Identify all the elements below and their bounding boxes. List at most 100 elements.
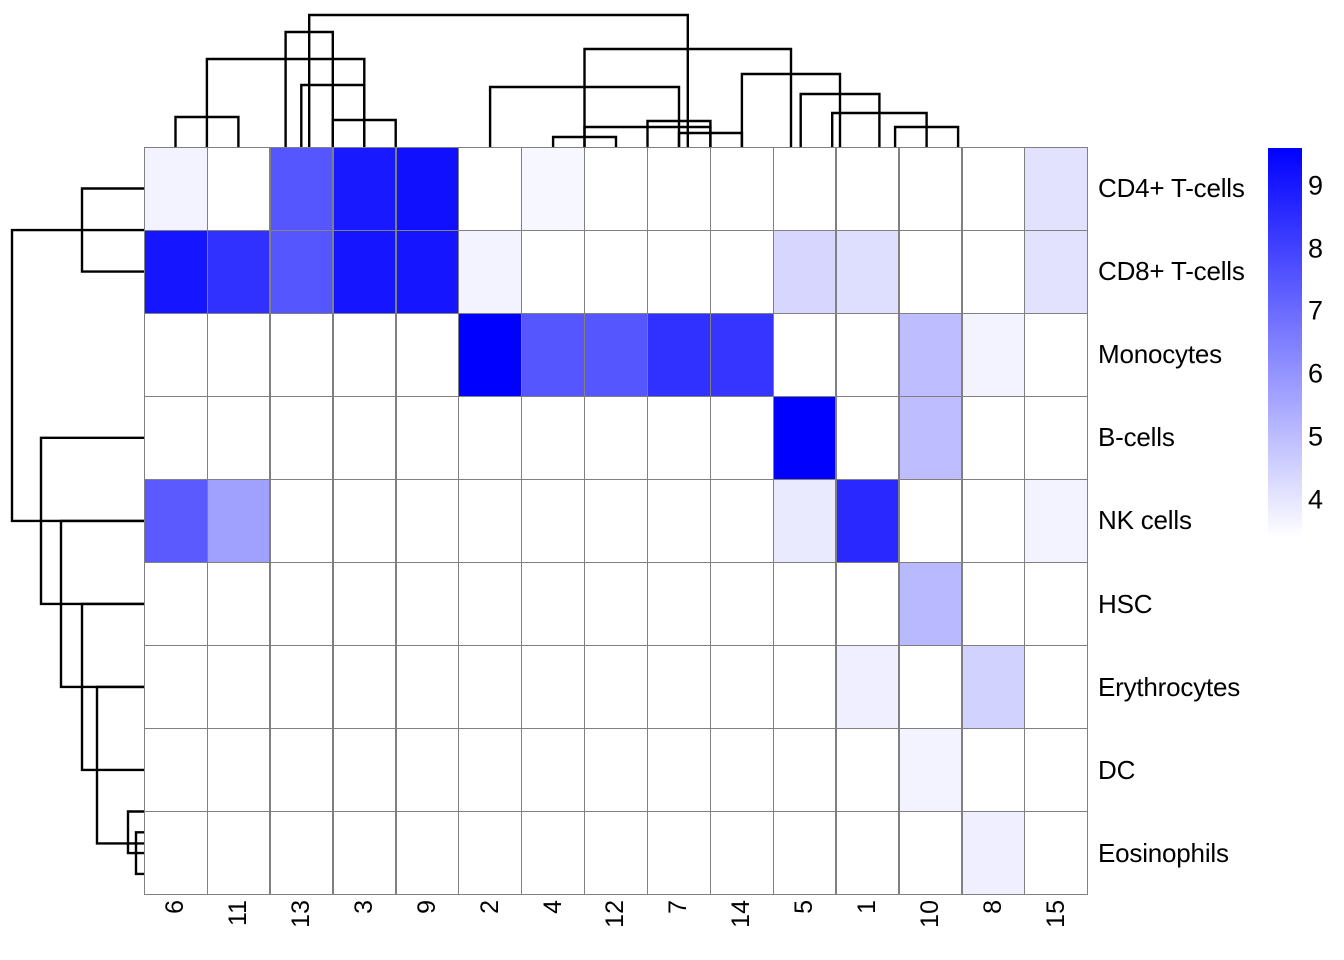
colorbar-tick-9: 9 xyxy=(1308,170,1324,201)
heatmap-cell xyxy=(459,646,521,728)
column-label-1: 11 xyxy=(207,900,270,958)
heatmap-cell xyxy=(207,812,270,894)
heatmap-cell xyxy=(899,563,962,645)
heatmap-cell xyxy=(585,812,647,894)
heatmap-cell xyxy=(270,729,333,811)
heatmap-cell xyxy=(396,812,459,894)
heatmap-cell xyxy=(773,314,836,396)
heatmap-cell xyxy=(207,646,270,728)
heatmap-cell xyxy=(145,397,207,479)
heatmap-cell xyxy=(773,646,836,728)
colorbar-tick-8: 8 xyxy=(1308,233,1324,264)
heatmap-cell xyxy=(773,397,836,479)
heatmap-cell xyxy=(522,480,584,562)
heatmap-cell xyxy=(270,480,333,562)
row-dendro-link-1 xyxy=(10,228,144,523)
heatmap-cell xyxy=(522,231,584,313)
heatmap-cell xyxy=(899,148,962,230)
heatmap-cell xyxy=(648,148,710,230)
heatmap-cell xyxy=(396,231,459,313)
heatmap-cell xyxy=(648,563,710,645)
heatmap-cell xyxy=(711,563,773,645)
row-label-3: B-cells xyxy=(1098,422,1175,453)
colorbar: 9 8 7 6 5 4 xyxy=(1268,148,1344,540)
heatmap-cell xyxy=(648,812,710,894)
row-dendrogram xyxy=(4,147,144,895)
heatmap-cell xyxy=(333,563,396,645)
heatmap-cell xyxy=(207,563,270,645)
heatmap-cell xyxy=(270,148,333,230)
heatmap-cell xyxy=(1025,314,1087,396)
heatmap-cell xyxy=(333,646,396,728)
row-dendro-link-4 xyxy=(80,602,144,772)
heatmap-cell xyxy=(396,646,459,728)
heatmap-cell xyxy=(1025,231,1087,313)
heatmap-cell xyxy=(899,397,962,479)
heatmap-cell xyxy=(585,231,647,313)
heatmap-cell xyxy=(270,314,333,396)
heatmap-cell xyxy=(207,729,270,811)
colorbar-tick-6: 6 xyxy=(1308,358,1324,389)
heatmap-cell xyxy=(648,231,710,313)
heatmap-cell xyxy=(899,480,962,562)
row-label-8: Eosinophils xyxy=(1098,837,1229,868)
heatmap-cell xyxy=(711,729,773,811)
heatmap-cell xyxy=(962,480,1025,562)
column-label-7: 12 xyxy=(585,900,648,958)
heatmap-cell xyxy=(333,231,396,313)
heatmap-cell xyxy=(333,729,396,811)
heatmap-cell xyxy=(459,231,521,313)
heatmap-cell xyxy=(899,646,962,728)
heatmap-cell xyxy=(711,148,773,230)
colorbar-tick-5: 5 xyxy=(1308,421,1324,452)
heatmap-cell xyxy=(773,563,836,645)
heatmap-cell xyxy=(1025,563,1087,645)
heatmap-cell xyxy=(836,480,899,562)
heatmap-cell xyxy=(1025,646,1087,728)
heatmap-cell xyxy=(648,646,710,728)
heatmap-cell xyxy=(585,729,647,811)
heatmap-cell xyxy=(207,397,270,479)
heatmap-cell xyxy=(836,231,899,313)
heatmap-cell xyxy=(836,314,899,396)
column-label-10: 5 xyxy=(773,900,836,958)
heatmap-cell xyxy=(962,314,1025,396)
heatmap-cell xyxy=(145,563,207,645)
colorbar-tick-labels: 9 8 7 6 5 4 xyxy=(1308,148,1344,538)
row-label-7: DC xyxy=(1098,754,1136,785)
heatmap-cell xyxy=(773,148,836,230)
heatmap-cell xyxy=(962,148,1025,230)
heatmap-cell xyxy=(836,148,899,230)
heatmap-cell xyxy=(270,397,333,479)
heatmap-cell xyxy=(585,148,647,230)
heatmap-cell xyxy=(396,480,459,562)
heatmap-cell xyxy=(585,397,647,479)
heatmap-cell xyxy=(396,563,459,645)
heatmap-cell xyxy=(333,397,396,479)
column-label-text: 6 xyxy=(160,900,189,914)
row-label-4: NK cells xyxy=(1098,505,1192,536)
heatmap-cell xyxy=(899,314,962,396)
heatmap-cell xyxy=(836,812,899,894)
column-label-text: 1 xyxy=(853,900,882,914)
heatmap-cell xyxy=(522,563,584,645)
row-label-1: CD8+ T-cells xyxy=(1098,256,1245,287)
heatmap-cell xyxy=(962,563,1025,645)
heatmap-cell xyxy=(836,397,899,479)
column-label-text: 2 xyxy=(475,900,504,914)
column-label-14: 15 xyxy=(1025,900,1088,958)
heatmap-cell xyxy=(648,397,710,479)
heatmap-cell xyxy=(773,231,836,313)
column-label-text: 4 xyxy=(538,900,567,914)
heatmap-cell xyxy=(459,563,521,645)
column-label-text: 12 xyxy=(601,900,630,928)
column-label-2: 13 xyxy=(270,900,333,958)
column-label-3: 3 xyxy=(333,900,396,958)
heatmap-cell xyxy=(522,812,584,894)
heatmap-cell xyxy=(962,231,1025,313)
heatmap-cell xyxy=(899,812,962,894)
heatmap-cell xyxy=(1025,480,1087,562)
heatmap-cell xyxy=(522,148,584,230)
row-dendrogram-svg xyxy=(10,187,144,876)
heatmap-cell xyxy=(773,729,836,811)
